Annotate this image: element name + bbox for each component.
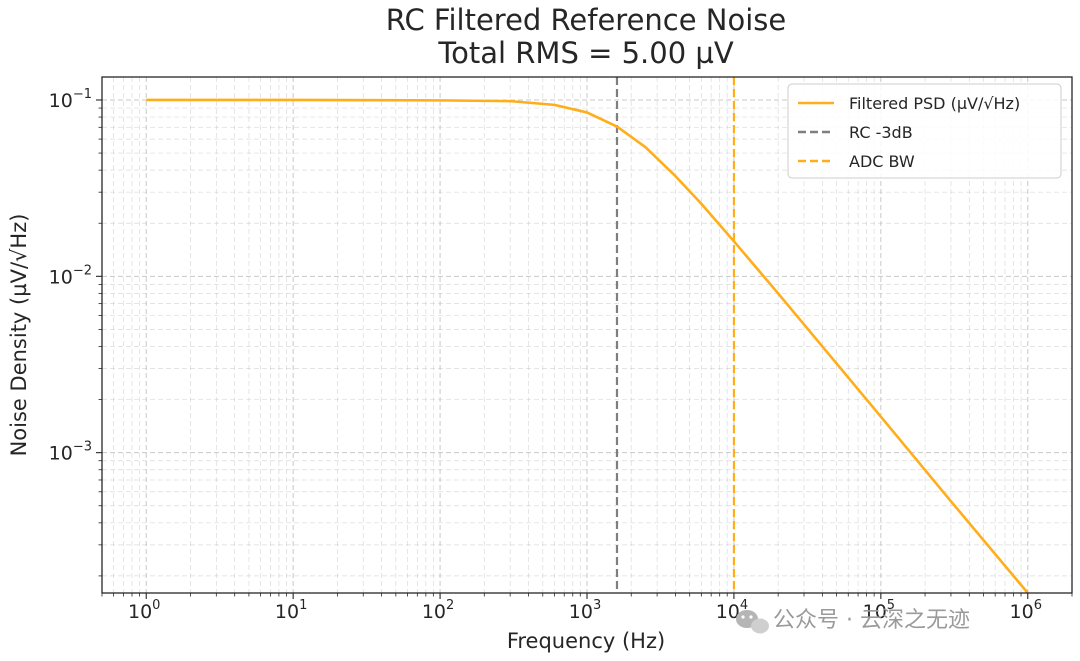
y-axis-label: Noise Density (µV/√Hz) (7, 214, 31, 457)
x-axis-ticks: 100 101 102 103 104 105 106 (101, 593, 1073, 623)
x-tick-label: 102 (422, 598, 454, 623)
x-axis-label: Frequency (Hz) (507, 629, 665, 653)
y-tick-label: 10−1 (49, 87, 92, 112)
x-tick-label: 106 (1010, 598, 1042, 623)
wechat-icon (736, 610, 769, 634)
chart-title: RC Filtered Reference Noise (386, 3, 787, 37)
watermark: 公众号 · 云深之无迹 (736, 608, 970, 634)
reference-lines (615, 77, 736, 593)
legend: Filtered PSD (µV/√Hz) RC -3dB ADC BW (787, 83, 1062, 179)
watermark-text: 公众号 · 云深之无迹 (773, 608, 970, 633)
x-tick-label: 104 (716, 598, 748, 623)
legend-label: Filtered PSD (µV/√Hz) (849, 94, 1020, 113)
y-tick-label: 10−3 (49, 440, 92, 465)
legend-box (787, 83, 1062, 179)
legend-label: RC -3dB (849, 123, 913, 142)
series-line-filtered-psd (146, 98, 1029, 594)
legend-label: ADC BW (849, 152, 915, 171)
y-axis-ticks: 10−1 10−2 10−3 (49, 87, 102, 577)
x-tick-label: 103 (569, 598, 601, 623)
y-tick-label: 10−2 (49, 263, 92, 288)
chart-subtitle: Total RMS = 5.00 µV (437, 36, 734, 70)
x-tick-label: 101 (275, 598, 307, 623)
series-lines (146, 98, 1029, 594)
x-tick-label: 100 (128, 598, 160, 623)
x-tick-label: 105 (863, 598, 895, 623)
